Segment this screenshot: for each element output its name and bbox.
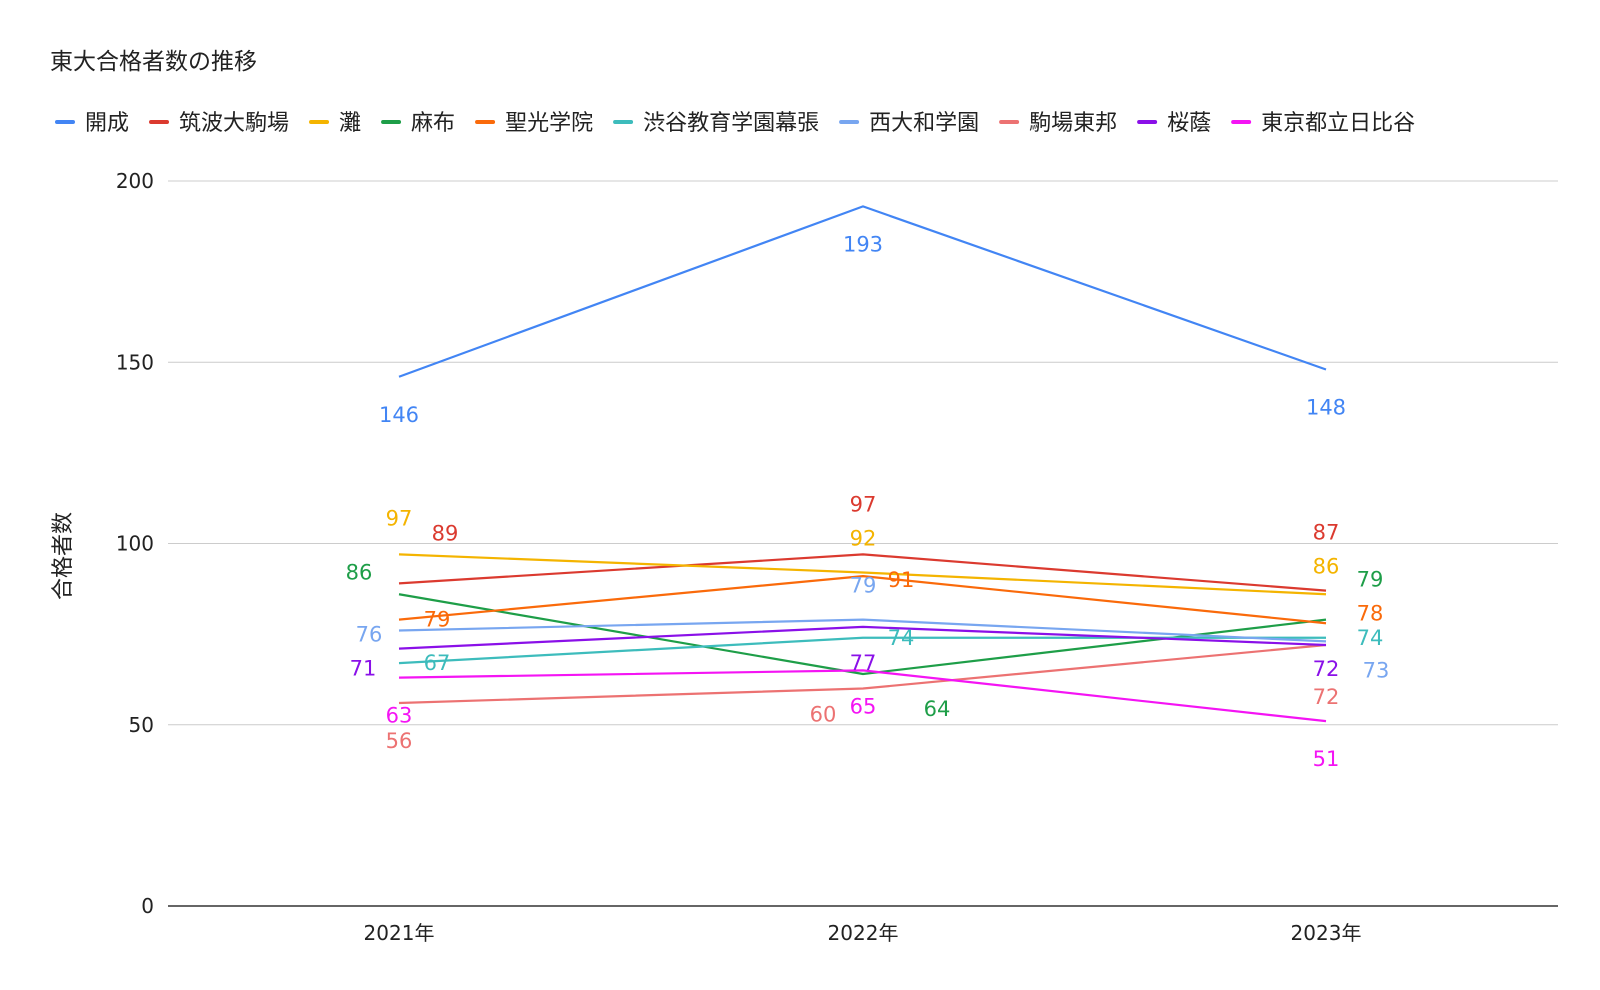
data-label: 91 <box>888 568 915 592</box>
data-label: 79 <box>424 608 451 632</box>
data-label: 193 <box>843 232 883 256</box>
data-label: 89 <box>432 521 459 545</box>
data-label: 86 <box>1313 554 1340 578</box>
legend-label: 駒場東邦 <box>1029 111 1117 136</box>
y-tick-label: 200 <box>116 169 154 193</box>
series-line <box>398 636 1326 665</box>
legend-label: 聖光学院 <box>505 111 593 136</box>
y-axis-title: 合格者数 <box>51 512 76 600</box>
series-line <box>398 669 1327 723</box>
legend: 開成 筑波大駒場 灘 麻布 聖光学院 渋谷教育学園幕張 西大和学園 駒場東邦 桜蔭 東京都立日比谷 <box>55 111 1415 136</box>
gridlines <box>168 180 1558 907</box>
y-tick-label: 150 <box>116 350 154 374</box>
y-axis-ticks: 0 50 100 150 200 <box>116 169 154 918</box>
data-labels: 146 193 148 89 97 87 97 92 86 86 64 79 79 91 78 67 74 74 7… <box>346 232 1390 771</box>
chart-title: 東大合格者数の推移 <box>50 49 257 75</box>
legend-label: 灘 <box>339 111 361 136</box>
data-label: 63 <box>386 704 413 728</box>
data-label: 76 <box>356 623 383 647</box>
data-label: 78 <box>1357 601 1384 625</box>
data-label: 77 <box>850 651 877 675</box>
legend-label: 東京都立日比谷 <box>1261 111 1415 136</box>
data-label: 72 <box>1313 657 1340 681</box>
data-label: 97 <box>850 492 877 516</box>
y-tick-label: 100 <box>116 532 154 556</box>
series-line <box>398 625 1327 650</box>
data-label: 60 <box>810 703 837 727</box>
series-line <box>398 553 1327 592</box>
data-label: 86 <box>346 560 373 584</box>
data-label: 73 <box>1363 658 1390 682</box>
legend-label: 麻布 <box>411 111 455 136</box>
y-tick-label: 50 <box>129 713 154 737</box>
data-label: 148 <box>1306 396 1346 420</box>
legend-item[interactable]: 灘 <box>309 111 361 136</box>
series-line <box>398 575 1327 625</box>
legend-item[interactable]: 聖光学院 <box>475 111 593 136</box>
series-line <box>398 205 1327 378</box>
legend-label: 西大和学園 <box>869 111 979 136</box>
series-lines <box>398 205 1327 723</box>
x-axis-ticks: 2021年 2022年 2023年 <box>364 921 1362 945</box>
data-label: 65 <box>850 694 877 718</box>
legend-item[interactable]: 筑波大駒場 <box>149 111 289 136</box>
x-tick-label: 2021年 <box>364 921 435 945</box>
legend-label: 筑波大駒場 <box>179 111 289 136</box>
series-line <box>398 643 1327 705</box>
data-label: 72 <box>1313 685 1340 709</box>
data-label: 51 <box>1313 747 1340 771</box>
legend-item[interactable]: 開成 <box>55 111 129 136</box>
legend-label: 渋谷教育学園幕張 <box>643 111 819 136</box>
data-label: 56 <box>386 729 413 753</box>
legend-item[interactable]: 駒場東邦 <box>999 111 1117 136</box>
x-tick-label: 2023年 <box>1291 921 1362 945</box>
series-line <box>398 553 1327 596</box>
data-label: 92 <box>850 527 877 551</box>
data-label: 79 <box>1357 568 1384 592</box>
legend-item[interactable]: 渋谷教育学園幕張 <box>613 111 819 136</box>
legend-item[interactable]: 東京都立日比谷 <box>1231 111 1415 136</box>
data-label: 74 <box>1357 626 1384 650</box>
data-label: 64 <box>924 697 951 721</box>
data-label: 97 <box>386 506 413 530</box>
legend-label: 桜蔭 <box>1167 111 1211 136</box>
data-label: 74 <box>888 626 915 650</box>
legend-label: 開成 <box>85 111 129 136</box>
data-label: 87 <box>1313 521 1340 545</box>
data-label: 146 <box>379 403 419 427</box>
legend-item[interactable]: 西大和学園 <box>839 111 979 136</box>
legend-item[interactable]: 麻布 <box>381 111 455 136</box>
data-label: 67 <box>424 651 451 675</box>
x-tick-label: 2022年 <box>828 921 899 945</box>
legend-item[interactable]: 桜蔭 <box>1137 111 1211 136</box>
data-label: 79 <box>850 574 877 598</box>
series-line <box>398 618 1327 643</box>
y-tick-label: 0 <box>141 894 154 918</box>
data-label: 71 <box>350 657 377 681</box>
